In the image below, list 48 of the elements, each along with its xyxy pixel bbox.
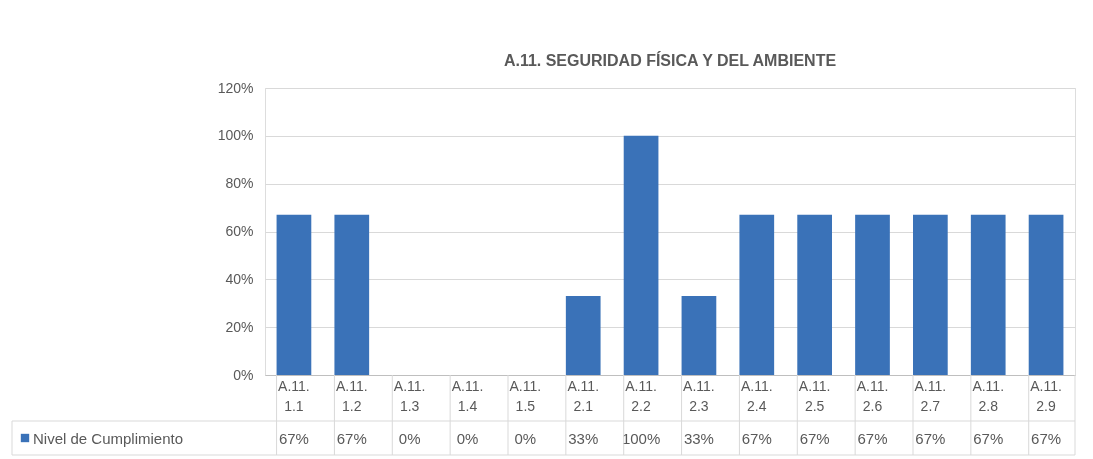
bar — [970, 214, 1006, 375]
data-label: 67% — [741, 430, 772, 447]
bar — [739, 214, 775, 375]
x-tick-label: A.11.1.5 — [509, 377, 542, 414]
y-tick-label: 60% — [225, 223, 254, 239]
x-tick-label: A.11.2.5 — [798, 377, 831, 414]
bar — [1028, 214, 1064, 375]
x-tick-label: A.11.2.3 — [683, 377, 715, 414]
legend-label: Nivel de Cumplimiento — [33, 430, 184, 447]
y-tick-label: 120% — [217, 79, 254, 96]
bar — [565, 296, 601, 375]
x-tick-label: A.11.1.2 — [335, 377, 368, 414]
data-label: 67% — [1031, 430, 1062, 447]
x-tick-label: A.11.1.3 — [393, 377, 426, 414]
x-tick-label: A.11.2.7 — [914, 377, 947, 414]
bar — [797, 214, 832, 375]
bar — [623, 135, 659, 375]
y-tick-label: 100% — [217, 127, 254, 144]
x-tick-label: A.11.1.1 — [278, 377, 310, 414]
y-tick-label: 40% — [225, 270, 254, 287]
data-label: 33% — [683, 430, 714, 447]
data-label: 67% — [973, 430, 1004, 447]
bar — [855, 214, 890, 375]
bar — [681, 296, 717, 375]
x-tick-label: A.11.2.1 — [567, 377, 600, 414]
x-tick-label: A.11.1.4 — [451, 377, 484, 414]
x-tick-label: A.11.2.9 — [1030, 377, 1062, 414]
data-label: 0% — [514, 430, 537, 447]
x-tick-label: A.11.2.2 — [625, 377, 657, 414]
data-label: 100% — [621, 430, 661, 447]
data-label: 67% — [857, 430, 888, 447]
data-label: 67% — [336, 430, 367, 447]
y-tick-label: 0% — [233, 366, 254, 383]
bar — [334, 214, 370, 375]
data-label: 67% — [799, 430, 830, 447]
x-tick-label: A.11.2.8 — [972, 377, 1005, 414]
data-label: 67% — [915, 430, 946, 447]
y-tick-label: 20% — [225, 318, 254, 335]
bar — [913, 214, 948, 375]
chart-title: A.11. SEGURIDAD FÍSICA Y DEL AMBIENTE — [503, 51, 837, 69]
x-tick-label: A.11.2.6 — [856, 377, 889, 414]
y-tick-label: 80% — [225, 175, 254, 192]
data-label: 0% — [398, 430, 421, 447]
bar — [276, 214, 312, 375]
data-label: 33% — [568, 430, 599, 447]
x-tick-label: A.11.2.4 — [740, 377, 773, 414]
data-label: 0% — [456, 430, 479, 447]
data-label: 67% — [278, 430, 309, 447]
